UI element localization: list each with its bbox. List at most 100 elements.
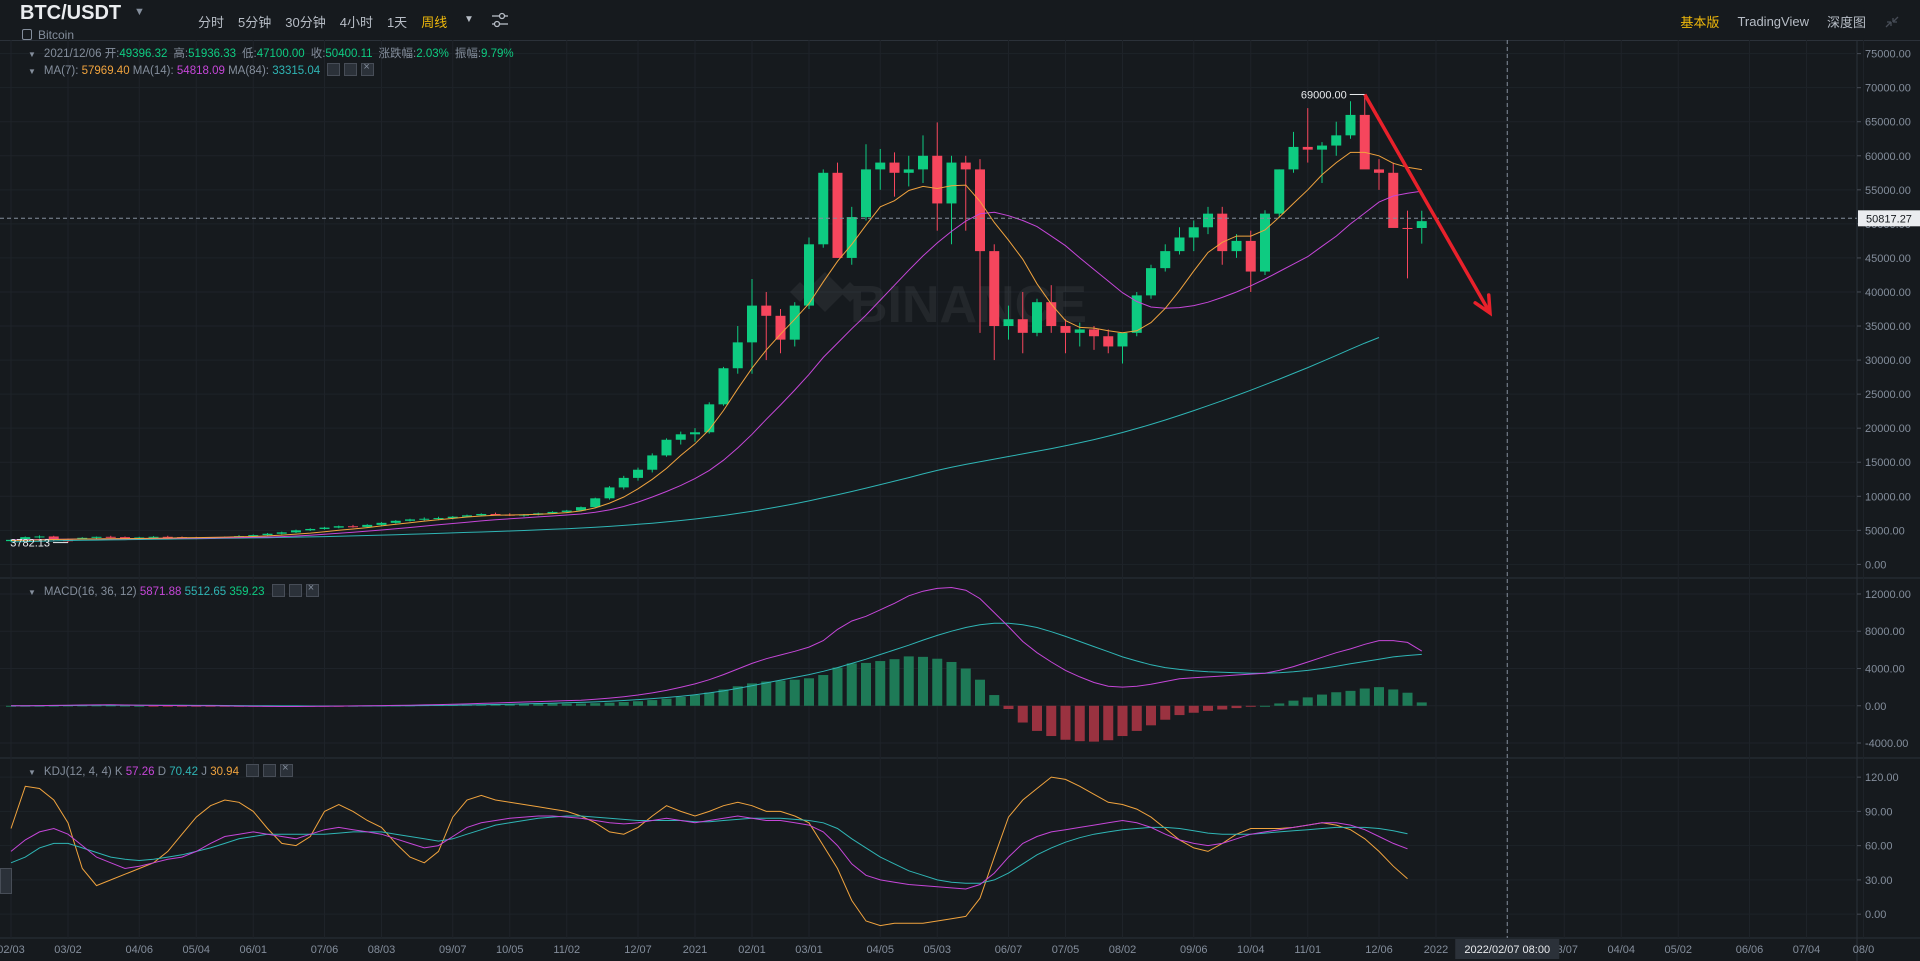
- interval-tab-1d[interactable]: 1天: [386, 15, 408, 30]
- hide-icon[interactable]: [288, 584, 302, 597]
- crosshair-time-box: [1455, 939, 1560, 959]
- collapse-caret-icon[interactable]: ▼: [28, 588, 36, 597]
- x-tick-label: 08/02: [1109, 944, 1137, 956]
- macd-bar: [504, 704, 515, 706]
- x-tick-label: 08/03: [368, 944, 396, 956]
- candle-body: [1017, 319, 1028, 333]
- macd-dea-line: [10, 622, 1422, 707]
- macd-bar: [105, 705, 116, 707]
- candle-body: [1260, 213, 1270, 272]
- candle-body: [1388, 172, 1399, 228]
- collapse-caret-icon[interactable]: ▼: [28, 67, 36, 76]
- interval-tab-time[interactable]: 分时: [198, 15, 225, 30]
- settings-icon[interactable]: [246, 764, 260, 777]
- candle-body: [291, 530, 301, 533]
- candle-body: [1160, 251, 1171, 269]
- more-intervals-icon[interactable]: ▼: [464, 14, 474, 25]
- candle-body: [433, 518, 444, 520]
- k-value: 57.26: [125, 766, 155, 778]
- trend-arrow-line: [1363, 93, 1492, 314]
- j-label: J: [201, 766, 207, 778]
- candle-body: [1331, 135, 1342, 146]
- kdj-axis-tick-label: 90.00: [1865, 806, 1893, 818]
- macd-bar: [490, 704, 501, 706]
- view-tab-basic[interactable]: 基本版: [1680, 15, 1720, 30]
- view-tab-depth[interactable]: 深度图: [1826, 15, 1866, 30]
- macd-bar: [932, 658, 943, 706]
- x-tick-label: 2022: [1424, 944, 1448, 956]
- x-tick-label: 10/05: [496, 944, 524, 956]
- price-axis-tick-label: 5000.00: [1865, 525, 1905, 537]
- settings-icon[interactable]: [327, 63, 341, 76]
- macd-bar: [861, 662, 871, 706]
- candle-body: [761, 305, 772, 316]
- hide-icon[interactable]: [263, 764, 277, 777]
- macd-bar: [604, 702, 615, 706]
- macd-bar: [6, 705, 16, 707]
- macd-bar: [1302, 697, 1313, 706]
- coin-name: Bitcoin: [22, 28, 74, 42]
- interval-tab-30m[interactable]: 30分钟: [285, 15, 326, 30]
- candle-body: [547, 511, 558, 514]
- macd-bar: [1146, 705, 1156, 726]
- macd-bar: [1317, 694, 1327, 706]
- indicator-settings-icon[interactable]: [491, 12, 509, 28]
- interval-tab-4h[interactable]: 4小时: [339, 15, 373, 30]
- interval-tab-5m[interactable]: 5分钟: [238, 15, 272, 30]
- collapse-caret-icon[interactable]: ▼: [28, 768, 36, 777]
- price-axis-tick-label: 25000.00: [1865, 389, 1911, 401]
- macd-label: MACD(16, 36, 12): [43, 586, 137, 598]
- d-label: D: [157, 766, 167, 778]
- collapse-icon[interactable]: [1884, 15, 1900, 29]
- macd-bar: [775, 680, 786, 706]
- view-tab-tradingview[interactable]: TradingView: [1737, 14, 1809, 29]
- settings-icon[interactable]: [271, 584, 285, 597]
- macd-bar: [1345, 690, 1356, 706]
- macd-bar: [1245, 705, 1256, 707]
- kdj-k-line: [10, 815, 1408, 890]
- candle-body: [490, 513, 501, 515]
- macd-bar: [960, 668, 971, 706]
- price-axis-tick-label: 75000.00: [1865, 49, 1911, 61]
- x-tick-label: 03/02: [54, 944, 82, 956]
- kdj-d-line: [10, 815, 1408, 884]
- candle-body: [348, 526, 358, 528]
- interval-tab-1w[interactable]: 周线: [421, 15, 448, 30]
- candle-body: [1103, 336, 1114, 347]
- close-icon[interactable]: [280, 762, 294, 777]
- price-axis-tick-label: 55000.00: [1865, 185, 1911, 197]
- pair-dropdown-icon[interactable]: ▼: [134, 6, 145, 18]
- macd-bar: [804, 678, 814, 706]
- binance-logo-icon: [790, 272, 860, 312]
- hide-icon[interactable]: [344, 63, 358, 76]
- macd-bar: [1117, 705, 1128, 737]
- close-icon[interactable]: [305, 582, 319, 597]
- binance-watermark: BINANCE: [790, 272, 1087, 334]
- x-tick-label: 05/03: [923, 944, 951, 956]
- pair-title[interactable]: BTC/USDT: [20, 2, 122, 24]
- macd-bar: [1331, 692, 1342, 706]
- ma7-label: MA(7):: [43, 65, 79, 77]
- ma84-value: 33315.04: [272, 65, 321, 77]
- candles: [6, 94, 1427, 543]
- macd-dif: 5871.88: [139, 586, 182, 598]
- close-label: 收:: [310, 48, 326, 60]
- collapse-caret-icon[interactable]: ▼: [28, 50, 36, 59]
- macd-bar: [832, 667, 843, 706]
- x-tick-label: 06/06: [1736, 944, 1764, 956]
- close-icon[interactable]: [361, 61, 375, 76]
- candle-body: [1060, 326, 1071, 333]
- macd-bar: [1388, 689, 1399, 706]
- kdj-axis-tick-label: 120.00: [1865, 772, 1899, 784]
- candle-body: [77, 537, 88, 539]
- candle-body: [618, 477, 629, 488]
- price-axis-tick-label: 40000.00: [1865, 287, 1911, 299]
- candle-body: [405, 519, 415, 521]
- macd-bar: [148, 705, 159, 707]
- candle-body: [1131, 295, 1142, 333]
- candle-body: [1231, 240, 1242, 252]
- candle-body: [818, 172, 829, 245]
- scroll-handle[interactable]: [0, 868, 12, 894]
- macd-bar: [704, 692, 715, 706]
